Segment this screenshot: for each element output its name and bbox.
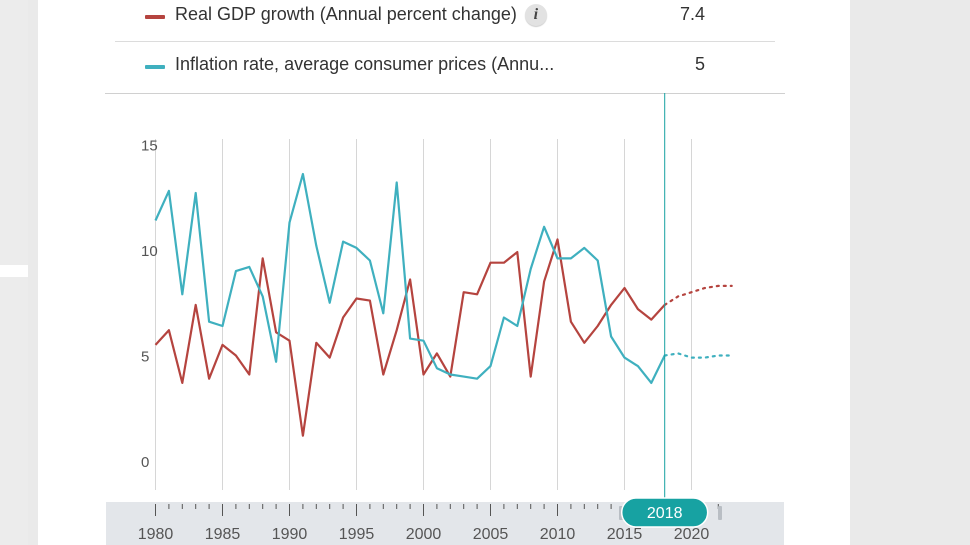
chart-panel	[38, 0, 850, 545]
x-tick-label: 1990	[272, 526, 308, 543]
x-tick-label: 2010	[540, 526, 576, 543]
x-tick-label: 2005	[473, 526, 509, 543]
legend-label-inflation: Inflation rate, average consumer prices …	[175, 54, 555, 74]
left-strip	[0, 0, 28, 545]
range-handle-right[interactable]	[718, 506, 722, 520]
legend-label-gdp: Real GDP growth (Annual percent change) i	[175, 4, 547, 26]
legend-row-gdp[interactable]: Real GDP growth (Annual percent change) i…	[115, 0, 775, 42]
x-tick-label: 2020	[674, 526, 710, 543]
x-tick-label: 1995	[339, 526, 375, 543]
x-tick-label: 1985	[205, 526, 241, 543]
x-tick-label: 2000	[406, 526, 442, 543]
x-tick-label: 2015	[607, 526, 643, 543]
legend-value-gdp: 7.4	[679, 4, 705, 24]
y-tick-label: 15	[141, 138, 158, 155]
legend-divider	[105, 93, 785, 94]
series-projection-gdp	[663, 284, 733, 306]
info-icon[interactable]: i	[524, 4, 547, 26]
legend-swatch-gdp	[145, 15, 165, 19]
y-tick-label: 5	[141, 349, 149, 366]
x-tick-label: 1980	[138, 526, 174, 543]
legend-value-inflation: 5	[694, 54, 705, 74]
y-tick-label: 0	[141, 454, 149, 471]
year-slider-handle[interactable]	[620, 497, 709, 528]
left-strip-notch	[0, 265, 28, 277]
legend-swatch-inflation	[145, 65, 165, 69]
series-projection-inflation	[663, 352, 733, 359]
legend-row-inflation[interactable]: Inflation rate, average consumer prices …	[115, 42, 775, 92]
year-slider-label[interactable]: 2018	[647, 505, 683, 522]
y-tick-label: 10	[141, 243, 158, 260]
series-line-inflation	[154, 172, 666, 384]
series-line-gdp	[154, 238, 666, 437]
